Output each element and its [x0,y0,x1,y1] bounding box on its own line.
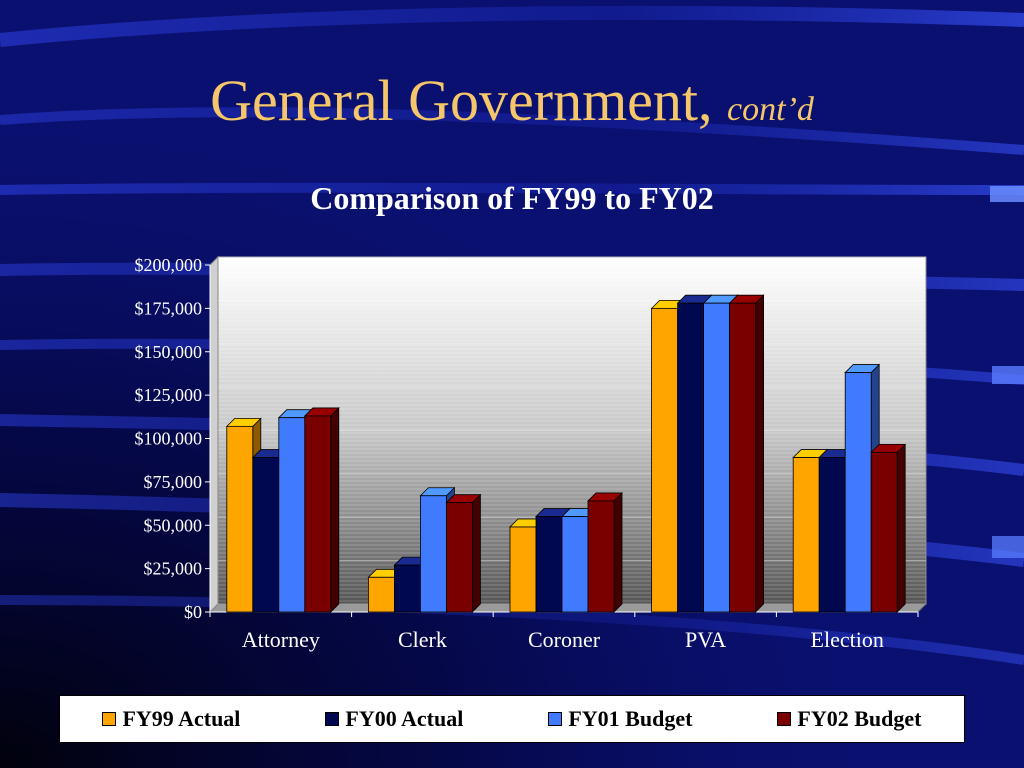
bar-front [677,302,704,613]
bar-front [561,516,589,613]
bar-side [896,443,906,613]
bar-front [818,457,846,613]
bar-front [393,564,421,613]
slide-title-suffix: cont’d [727,91,814,128]
y-tick-label: $175,000 [135,298,203,318]
y-tick-label: $100,000 [135,429,203,449]
bar-front [419,495,447,613]
legend-item: FY02 Budget [777,706,921,732]
bar-front [651,307,678,613]
legend-label: FY00 Actual [345,706,464,731]
y-tick-label: $25,000 [144,559,203,579]
bar-front [252,457,280,613]
chart-title: Comparison of FY99 to FY02 [310,180,714,216]
bar-side [613,491,623,613]
bar-front [870,451,898,613]
bar-front [729,302,756,613]
bar-side [755,294,764,613]
y-tick-label: $75,000 [144,472,203,492]
legend-swatch [548,712,563,726]
bar-front [367,576,395,613]
legend-item: FY00 Actual [325,706,463,732]
bar-front [226,425,254,613]
bar [728,294,765,613]
x-category-label: Election [811,627,884,652]
bar-front [509,526,537,613]
legend-swatch [777,712,792,726]
bar-front [587,500,615,613]
x-category-label: Clerk [398,627,447,652]
legend-label: FY99 Actual [122,706,241,731]
legend-label: FY02 Budget [797,706,922,731]
y-tick-label: $0 [184,602,202,622]
chart-legend: FY99 Actual FY00 Actual FY01 Budget FY02 Bu… [59,695,965,743]
slide-title: General Government, cont’d [0,66,1024,145]
bar [870,443,907,613]
bar-front [792,457,820,613]
legend-label: FY01 Budget [568,706,693,731]
legend-item: FY01 Budget [548,706,692,732]
bar-side [471,493,481,613]
x-category-label: Coroner [528,627,601,652]
x-category-label: PVA [685,627,726,652]
bar-front [703,302,730,613]
slide-title-main: General Government, [210,68,713,133]
y-tick-label: $125,000 [135,385,203,405]
bar [587,491,623,613]
bar-front [278,417,306,613]
bar-side [330,406,340,613]
legend-swatch [102,712,117,726]
legend-swatch [325,712,340,726]
bar-front [844,372,872,613]
bar-front [304,415,332,613]
bar-front [445,502,473,613]
bar-front [535,516,563,613]
chart-side-wall [209,255,219,614]
bar [445,493,482,613]
y-tick-label: $200,000 [135,255,203,275]
bar [303,406,340,613]
y-tick-label: $50,000 [144,515,203,535]
x-category-label: Attorney [242,627,320,652]
legend-item: FY99 Actual [102,706,240,732]
bar-chart: $0 $25,000 $50,000 $75,000 $100,000 $125,000 $… [135,255,928,652]
y-tick-label: $150,000 [135,342,203,362]
bar [535,507,571,613]
